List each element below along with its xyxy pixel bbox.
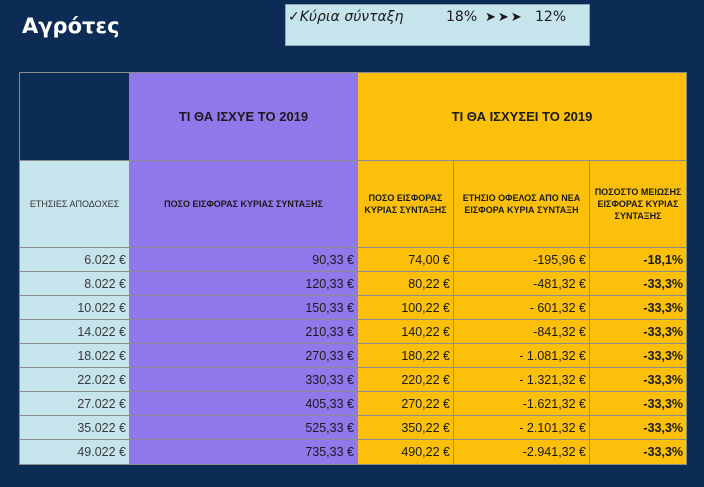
col-header-new-contribution: ΠΟΣΟ ΕΙΣΦΟΡΑΣ ΚΥΡΙΑΣ ΣΥΝΤΑΞΗΣ	[357, 160, 454, 248]
cell-reduction-pct: -33,3%	[588, 415, 688, 440]
cell-old-contribution: 120,33 €	[129, 271, 358, 296]
pension-rate-banner: ✓Κύρια σύνταξη 18% ➤➤➤ 12%	[285, 4, 590, 46]
cell-income: 18.022 €	[19, 343, 130, 368]
cell-annual-benefit: -2.941,32 €	[453, 439, 590, 465]
cell-reduction-pct: -33,3%	[588, 271, 688, 296]
cell-new-contribution: 220,22 €	[357, 367, 454, 392]
header-group-2019: ΤΙ ΘΑ ΙΣΧΥΕ ΤΟ 2019	[129, 72, 358, 161]
cell-income: 22.022 €	[19, 367, 130, 392]
table-row: 35.022 €525,33 €350,22 € - 2.101,32 € -33,…	[19, 415, 688, 440]
cell-annual-benefit: - 1.321,32 €	[453, 367, 590, 392]
table-row: 6.022 €90,33 €74,00 € -195,96 € -18,1%	[19, 247, 688, 272]
banner-label: ✓Κύρια σύνταξη	[288, 9, 404, 25]
table-row: 10.022 €150,33 €100,22 € - 601,32 € -33,3%	[19, 295, 688, 320]
cell-income: 6.022 €	[19, 247, 130, 272]
cell-new-contribution: 490,22 €	[357, 439, 454, 465]
cell-old-contribution: 735,33 €	[129, 439, 358, 465]
col-header-annual-benefit: ΕΤΗΣΙΟ ΟΦΕΛΟΣ ΑΠΟ ΝΕΑ ΕΙΣΦΟΡΑ ΚΥΡΙΑ ΣΥΝΤ…	[453, 160, 590, 248]
cell-reduction-pct: -33,3%	[588, 319, 688, 344]
cell-new-contribution: 140,22 €	[357, 319, 454, 344]
cell-old-contribution: 90,33 €	[129, 247, 358, 272]
cell-annual-benefit: -1.621,32 €	[453, 391, 590, 416]
cell-reduction-pct: -33,3%	[588, 295, 688, 320]
cell-annual-benefit: - 601,32 €	[453, 295, 590, 320]
cell-old-contribution: 525,33 €	[129, 415, 358, 440]
table-row: 49.022 €735,33 €490,22 € -2.941,32 € -33,3…	[19, 439, 688, 465]
cell-new-contribution: 80,22 €	[357, 271, 454, 296]
cell-new-contribution: 100,22 €	[357, 295, 454, 320]
table-row: 27.022 €405,33 €270,22 € -1.621,32 € -33,3…	[19, 391, 688, 416]
cell-old-contribution: 405,33 €	[129, 391, 358, 416]
cell-reduction-pct: -33,3%	[588, 367, 688, 392]
table-row: 22.022 €330,33 €220,22 € - 1.321,32 € -33,…	[19, 367, 688, 392]
cell-old-contribution: 330,33 €	[129, 367, 358, 392]
col-header-reduction-pct: ΠΟΣΟΣΤΟ ΜΕΙΩΣΗΣ ΕΙΣΦΟΡΑΣ ΚΥΡΙΑΣ ΣΥΝΤΑΞΗΣ	[588, 160, 688, 248]
cell-income: 49.022 €	[19, 439, 130, 465]
cell-new-contribution: 350,22 €	[357, 415, 454, 440]
banner-to-rate: 12%	[535, 9, 567, 25]
cell-annual-benefit: -481,32 €	[453, 271, 590, 296]
cell-annual-benefit: - 2.101,32 €	[453, 415, 590, 440]
cell-new-contribution: 180,22 €	[357, 343, 454, 368]
cell-income: 10.022 €	[19, 295, 130, 320]
banner-from-rate: 18%	[446, 9, 478, 25]
table-row: 18.022 €270,33 €180,22 € - 1.081,32 € -33,…	[19, 343, 688, 368]
cell-reduction-pct: -18,1%	[588, 247, 688, 272]
cell-old-contribution: 270,33 €	[129, 343, 358, 368]
cell-reduction-pct: -33,3%	[588, 439, 688, 465]
header-group-new: ΤΙ ΘΑ ΙΣΧΥΣΕΙ ΤΟ 2019	[356, 72, 688, 161]
table-row: 14.022 €210,33 €140,22 € -841,32 € -33,3%	[19, 319, 688, 344]
banner-arrows-icon: ➤➤➤	[485, 10, 524, 25]
cell-reduction-pct: -33,3%	[588, 343, 688, 368]
contribution-table: ΤΙ ΘΑ ΙΣΧΥΕ ΤΟ 2019 ΤΙ ΘΑ ΙΣΧΥΣΕΙ ΤΟ 201…	[19, 72, 688, 465]
cell-annual-benefit: -195,96 €	[453, 247, 590, 272]
cell-annual-benefit: - 1.081,32 €	[453, 343, 590, 368]
cell-income: 27.022 €	[19, 391, 130, 416]
cell-income: 14.022 €	[19, 319, 130, 344]
cell-income: 8.022 €	[19, 271, 130, 296]
cell-annual-benefit: -841,32 €	[453, 319, 590, 344]
corner-cell	[19, 72, 130, 161]
col-header-old-contribution: ΠΟΣΟ ΕΙΣΦΟΡΑΣ ΚΥΡΙΑΣ ΣΥΝΤΑΞΗΣ	[129, 160, 358, 248]
table-row: 8.022 €120,33 €80,22 € -481,32 € -33,3%	[19, 271, 688, 296]
cell-reduction-pct: -33,3%	[588, 391, 688, 416]
cell-old-contribution: 210,33 €	[129, 319, 358, 344]
cell-new-contribution: 74,00 €	[357, 247, 454, 272]
cell-income: 35.022 €	[19, 415, 130, 440]
cell-new-contribution: 270,22 €	[357, 391, 454, 416]
cell-old-contribution: 150,33 €	[129, 295, 358, 320]
slide-title: Αγρότες	[22, 14, 120, 38]
col-header-income: ΕΤΗΣΙΕΣ ΑΠΟΔΟΧΕΣ	[19, 160, 130, 248]
